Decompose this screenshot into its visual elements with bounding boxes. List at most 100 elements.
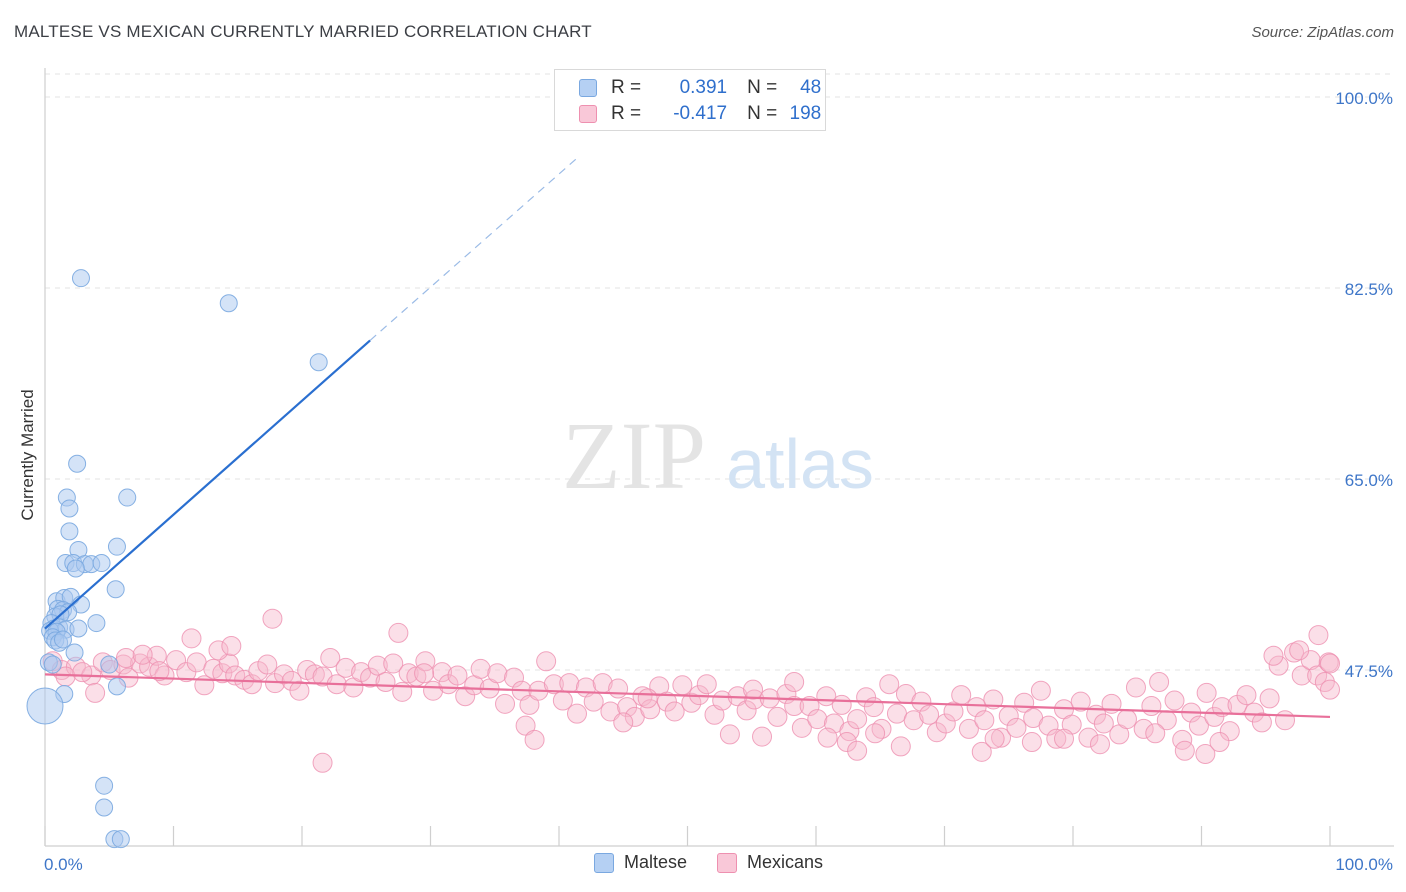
maltese-point bbox=[95, 798, 114, 817]
y-axis-label: Currently Married bbox=[18, 389, 37, 521]
mexican-point bbox=[1093, 713, 1114, 734]
mexican-point bbox=[524, 729, 545, 750]
mexican-point bbox=[383, 653, 404, 674]
watermark: ZIP atlas bbox=[562, 402, 874, 509]
mexican-point bbox=[1268, 655, 1289, 676]
mexican-point bbox=[983, 689, 1004, 710]
mexican-point bbox=[974, 710, 995, 731]
mexican-point bbox=[752, 726, 773, 747]
mexican-point bbox=[515, 715, 536, 736]
maltese-point bbox=[111, 830, 130, 849]
mexican-point bbox=[637, 688, 658, 709]
mexican-point bbox=[72, 662, 93, 683]
mexican-point bbox=[799, 696, 820, 717]
mexican-point bbox=[132, 644, 153, 665]
mexican-point bbox=[566, 703, 587, 724]
mexican-point bbox=[1038, 715, 1059, 736]
mexican-point bbox=[1259, 688, 1280, 709]
mexican-point bbox=[388, 622, 409, 643]
mexican-point bbox=[767, 706, 788, 727]
mexican-point bbox=[1275, 710, 1296, 731]
mexican-point bbox=[784, 696, 805, 717]
trend-lines bbox=[44, 156, 1331, 719]
mexican-point bbox=[1078, 727, 1099, 748]
mexican-point bbox=[1308, 625, 1329, 646]
mexican-point bbox=[1070, 691, 1091, 712]
chart-title: MALTESE VS MEXICAN CURRENTLY MARRIED COR… bbox=[14, 22, 592, 41]
y-tick-label: 82.5% bbox=[1345, 280, 1393, 299]
mexican-point bbox=[865, 723, 886, 744]
mexican-point bbox=[863, 697, 884, 718]
mexican-point bbox=[487, 663, 508, 684]
mexican-point bbox=[149, 661, 170, 682]
mexican-point bbox=[1236, 685, 1257, 706]
maltese-point bbox=[26, 687, 64, 725]
mexican-point bbox=[1089, 734, 1110, 755]
series-legend: Maltese Mexicans bbox=[594, 852, 823, 873]
mexican-point bbox=[1300, 650, 1321, 671]
mexican-point bbox=[274, 664, 295, 685]
mexican-point bbox=[221, 635, 242, 656]
mexican-point bbox=[470, 658, 491, 679]
mexican-point bbox=[218, 653, 239, 674]
maltese-point bbox=[118, 488, 137, 507]
maltese-n-value: 48 bbox=[800, 77, 822, 98]
mexican-point bbox=[984, 728, 1005, 749]
mexican-point bbox=[312, 752, 333, 773]
mexicans-n-label: N = bbox=[747, 103, 778, 124]
y-tick-label: 65.0% bbox=[1345, 471, 1393, 490]
mexican-point bbox=[817, 727, 838, 748]
mexican-point bbox=[1149, 672, 1170, 693]
maltese-point bbox=[309, 353, 328, 372]
maltese-point bbox=[106, 580, 125, 599]
mexican-point bbox=[719, 724, 740, 745]
maltese-points bbox=[26, 269, 328, 849]
mexican-point bbox=[1006, 717, 1027, 738]
mexican-point bbox=[784, 672, 805, 693]
mexican-point bbox=[262, 608, 283, 629]
maltese-point bbox=[92, 554, 111, 573]
maltese-point bbox=[60, 499, 79, 518]
mexican-point bbox=[1212, 697, 1233, 718]
mexican-point bbox=[1251, 712, 1272, 733]
mexican-points bbox=[42, 608, 1340, 773]
maltese-point bbox=[68, 454, 87, 473]
mexican-point bbox=[971, 741, 992, 762]
tick-labels: 47.5% 65.0% 82.5% 100.0% 0.0% 100.0% bbox=[44, 89, 1393, 874]
mexican-point bbox=[903, 710, 924, 731]
mexican-point bbox=[536, 651, 557, 672]
mexican-point bbox=[1318, 652, 1339, 673]
y-tick-label: 100.0% bbox=[1335, 89, 1393, 108]
mexican-point bbox=[241, 674, 262, 695]
mexican-point bbox=[367, 655, 388, 676]
mexican-point bbox=[613, 712, 634, 733]
mexican-point bbox=[847, 740, 868, 761]
mexican-point bbox=[1219, 721, 1240, 742]
mexican-point bbox=[1188, 715, 1209, 736]
mexican-point bbox=[1307, 665, 1328, 686]
maltese-point bbox=[60, 522, 79, 541]
mexican-point bbox=[919, 704, 940, 725]
mexican-point bbox=[836, 732, 857, 753]
mexican-point bbox=[583, 691, 604, 712]
watermark-atlas: atlas bbox=[726, 425, 874, 503]
maltese-n-label: N = bbox=[747, 77, 778, 98]
mexican-point bbox=[943, 701, 964, 722]
maltese-point bbox=[95, 776, 114, 795]
mexican-point bbox=[375, 672, 396, 693]
mexican-point bbox=[414, 663, 435, 684]
mexican-point bbox=[1289, 640, 1310, 661]
mexican-point bbox=[559, 673, 580, 694]
mexican-point bbox=[1174, 740, 1195, 761]
mexican-point bbox=[181, 628, 202, 649]
maltese-point bbox=[100, 655, 119, 674]
maltese-r-value: 0.391 bbox=[679, 77, 728, 98]
mexican-point bbox=[886, 703, 907, 724]
mexican-point bbox=[504, 667, 525, 688]
maltese-point bbox=[65, 643, 84, 662]
mexican-trend-line bbox=[44, 673, 1331, 719]
mexican-point bbox=[831, 694, 852, 715]
mexican-point bbox=[1284, 642, 1305, 663]
mexican-point bbox=[495, 693, 516, 714]
y-tick-label: 47.5% bbox=[1345, 662, 1393, 681]
